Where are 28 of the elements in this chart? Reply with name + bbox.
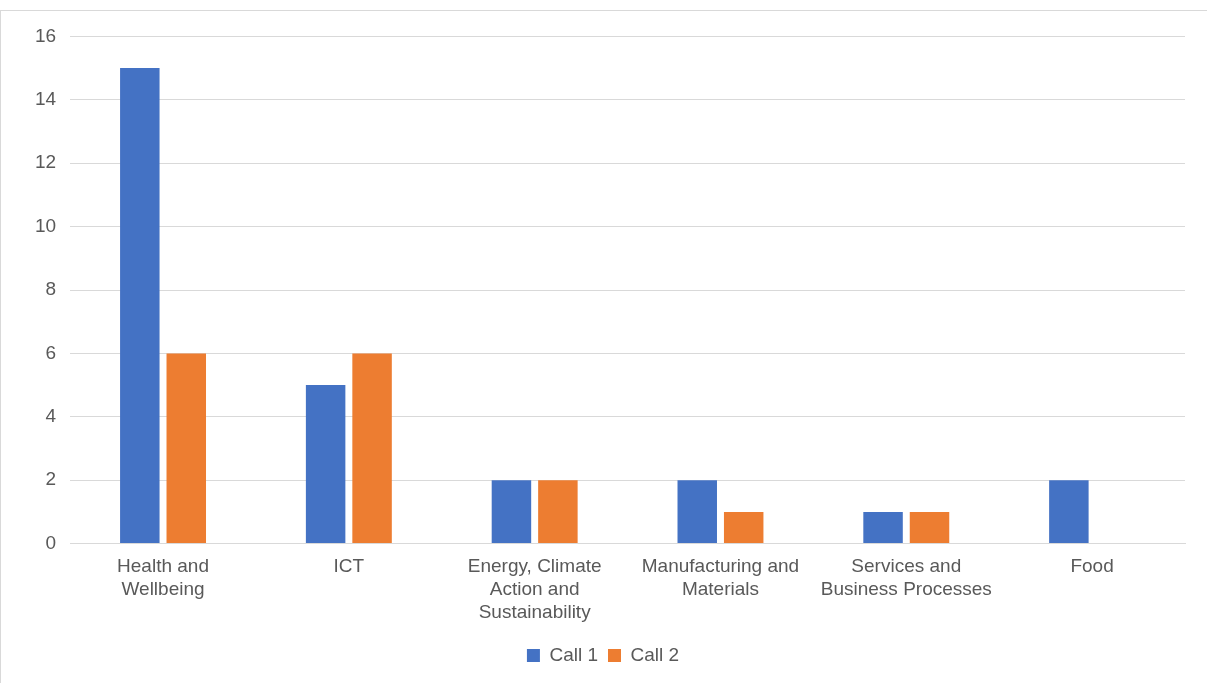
bar <box>491 480 532 544</box>
y-tick-label: 6 <box>45 341 57 363</box>
bar <box>120 68 160 544</box>
x-tick-label: Services and Business Processes <box>820 555 992 600</box>
bar <box>305 385 346 544</box>
y-tick-label: 8 <box>45 278 57 300</box>
bar <box>538 480 578 544</box>
bar <box>352 353 392 544</box>
x-tick-label: ICT <box>333 555 365 577</box>
bar <box>723 511 764 544</box>
y-tick-label: 0 <box>45 531 57 553</box>
y-tick-label: 14 <box>34 88 57 110</box>
legend-label: Call 1 <box>549 643 598 665</box>
bar <box>1049 480 1089 544</box>
y-tick-label: 2 <box>45 468 57 490</box>
bar <box>677 480 717 544</box>
y-tick-label: 10 <box>34 214 57 236</box>
y-tick-label: 4 <box>45 405 57 427</box>
x-tick-label: Food <box>1070 555 1114 577</box>
y-tick-label: 12 <box>34 151 57 173</box>
bar <box>909 511 950 544</box>
x-tick-label: Manufacturing and Materials <box>641 555 800 600</box>
x-tick-label: Health and Wellbeing <box>117 555 209 600</box>
bar <box>863 511 903 544</box>
y-tick-label: 16 <box>34 24 57 46</box>
bar <box>166 353 207 544</box>
legend-label: Call 2 <box>630 643 680 665</box>
x-tick-label: Energy, Climate Action and Sustainability <box>467 555 602 622</box>
